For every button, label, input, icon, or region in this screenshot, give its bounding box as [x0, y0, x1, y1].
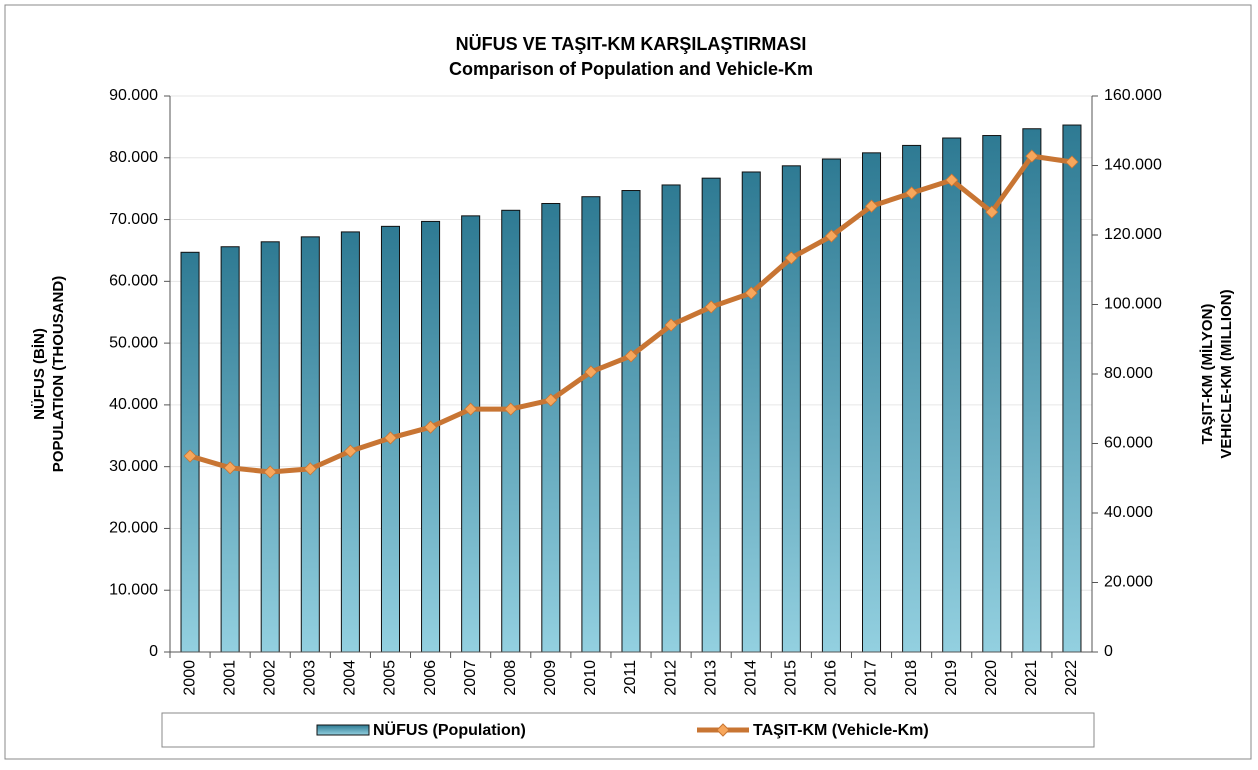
bar: [1062, 124, 1082, 653]
legend-label: TAŞIT-KM (Vehicle-Km): [753, 722, 929, 739]
y-tick-label: 90.000: [109, 87, 158, 104]
bar: [421, 220, 441, 653]
y-axis-label: NÜFUS (BİN): [31, 328, 48, 420]
line-marker: [985, 205, 999, 219]
bar: [621, 190, 641, 653]
y2-tick-label: 160.000: [1104, 87, 1162, 104]
y-tick-label: 10.000: [109, 581, 158, 598]
bar: [541, 202, 561, 653]
x-tick-label: 2015: [783, 660, 800, 696]
line-marker: [303, 462, 317, 476]
bar: [501, 209, 521, 653]
y2-tick-label: 100.000: [1104, 296, 1162, 313]
x-tick-label: 2009: [542, 660, 559, 696]
x-tick-label: 2019: [943, 660, 960, 696]
line-marker: [544, 393, 558, 407]
line-marker: [945, 173, 959, 187]
x-tick-label: 2005: [382, 660, 399, 696]
x-tick-label: 2008: [502, 660, 519, 696]
y2-tick-label: 80.000: [1104, 365, 1153, 382]
y2-tick-label: 60.000: [1104, 435, 1153, 452]
line-marker: [864, 199, 879, 213]
bar: [300, 236, 320, 653]
y-tick-label: 30.000: [109, 458, 158, 475]
line-marker: [624, 349, 638, 363]
bar: [942, 137, 962, 653]
line-marker: [824, 229, 839, 243]
line-marker: [1065, 155, 1079, 169]
x-tick-label: 2000: [181, 660, 198, 696]
legend-label: NÜFUS (Population): [373, 720, 526, 739]
bar: [220, 246, 240, 653]
bar: [260, 241, 280, 653]
y2-tick-label: 120.000: [1104, 226, 1162, 243]
bar: [741, 171, 761, 653]
y2-tick-label: 40.000: [1104, 504, 1153, 521]
bar: [340, 231, 360, 653]
y-tick-label: 50.000: [109, 334, 158, 351]
x-tick-label: 2010: [582, 660, 599, 696]
line-marker: [464, 402, 478, 416]
y2-tick-label: 20.000: [1104, 574, 1153, 591]
x-tick-label: 2017: [863, 660, 880, 696]
y-tick-label: 0: [149, 643, 158, 660]
bar: [581, 196, 601, 653]
chart-subtitle: Comparison of Population and Vehicle-Km: [449, 59, 813, 79]
bar: [661, 184, 681, 653]
y2-tick-label: 0: [1104, 643, 1113, 660]
x-tick-label: 2021: [1023, 660, 1040, 696]
x-tick-label: 2007: [462, 660, 479, 696]
bar: [902, 144, 922, 653]
line-marker: [383, 431, 398, 445]
y-tick-label: 80.000: [109, 149, 158, 166]
legend-marker: [716, 723, 730, 737]
bar: [701, 177, 721, 653]
line-marker: [664, 318, 678, 332]
x-tick-label: 2013: [702, 660, 719, 696]
x-tick-label: 2001: [221, 660, 238, 696]
bar: [781, 165, 801, 653]
bar: [461, 215, 481, 653]
line-marker: [423, 420, 438, 434]
line-marker: [263, 465, 277, 479]
line-marker: [504, 402, 518, 416]
line-marker: [183, 449, 197, 463]
line-marker: [744, 286, 758, 300]
x-tick-label: 2016: [823, 660, 840, 696]
y2-axis-label: VEHICLE-KM (MILLION): [1218, 289, 1235, 458]
x-tick-label: 2002: [261, 660, 278, 696]
chart-title: NÜFUS VE TAŞIT-KM KARŞILAŞTIRMASI: [456, 34, 807, 54]
line-marker: [905, 186, 919, 200]
y-tick-label: 40.000: [109, 396, 158, 413]
y-axis-label: POPULATION (THOUSAND): [50, 276, 67, 472]
line-marker: [1025, 149, 1039, 163]
x-tick-label: 2020: [983, 660, 1000, 696]
legend: [161, 712, 1095, 748]
y-tick-label: 70.000: [109, 211, 158, 228]
x-tick-label: 2012: [662, 660, 679, 696]
line-marker: [343, 444, 357, 458]
line-marker: [223, 461, 237, 475]
legend-swatch: [316, 724, 370, 736]
x-tick-label: 2003: [302, 660, 319, 696]
line-marker: [784, 251, 798, 265]
x-tick-label: 2014: [742, 660, 759, 696]
x-tick-label: 2022: [1063, 660, 1080, 696]
bar: [862, 152, 882, 653]
y-tick-label: 20.000: [109, 520, 158, 537]
bar: [1022, 128, 1042, 653]
y2-axis-label: TAŞIT-KM (MİLYON): [1199, 304, 1216, 445]
x-tick-label: 2018: [903, 660, 920, 696]
line-marker: [704, 300, 718, 314]
x-tick-label: 2006: [422, 660, 439, 696]
y2-tick-label: 140.000: [1104, 157, 1162, 174]
x-tick-label: 2011: [622, 660, 639, 695]
x-tick-label: 2004: [342, 660, 359, 696]
y-tick-label: 60.000: [109, 273, 158, 290]
line-marker: [584, 365, 598, 379]
